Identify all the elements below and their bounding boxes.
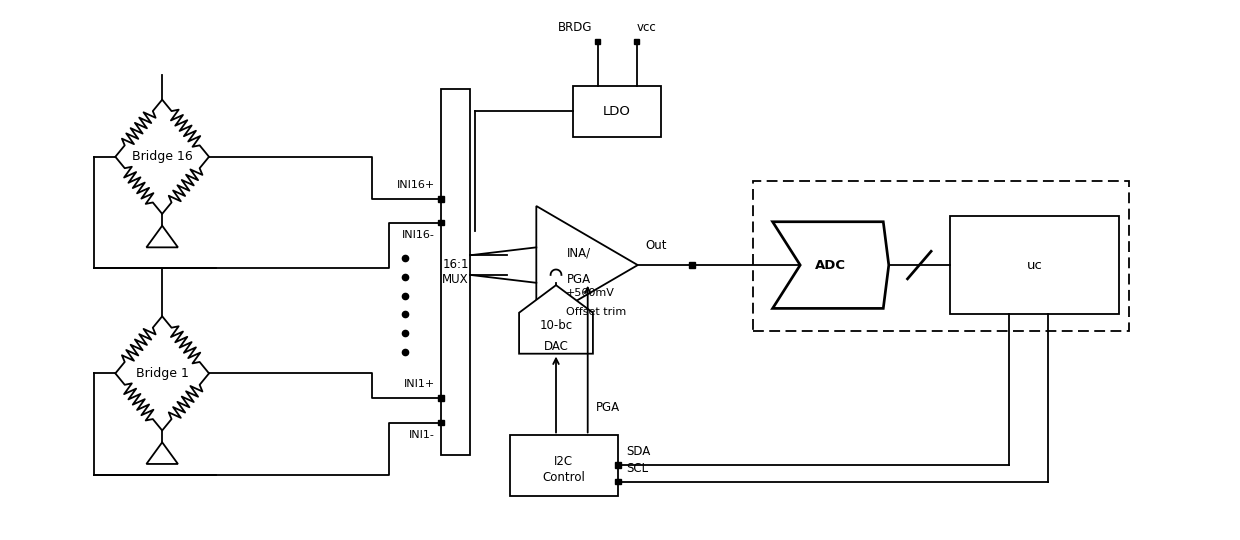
- Bar: [634, 39, 640, 44]
- Text: SCL: SCL: [626, 462, 649, 475]
- Text: SDA: SDA: [626, 445, 650, 458]
- Bar: [753, 181, 1130, 331]
- Text: Out: Out: [646, 239, 667, 252]
- Text: 16:1
MUX: 16:1 MUX: [443, 258, 469, 286]
- Bar: [440, 89, 470, 455]
- Text: BRDG: BRDG: [558, 21, 593, 33]
- Text: Control: Control: [542, 471, 585, 484]
- Text: INI16+: INI16+: [397, 180, 435, 190]
- Bar: [615, 479, 621, 484]
- Text: INI1-: INI1-: [409, 429, 435, 440]
- Text: +560mV: +560mV: [565, 288, 615, 298]
- Bar: [438, 197, 444, 202]
- Text: LDO: LDO: [603, 105, 631, 118]
- Text: PGA: PGA: [595, 401, 620, 414]
- Text: INI16-: INI16-: [402, 230, 435, 240]
- Bar: [438, 220, 444, 225]
- Text: INA/: INA/: [567, 247, 591, 260]
- Text: ADC: ADC: [815, 259, 846, 272]
- Text: uc: uc: [1027, 259, 1043, 272]
- Text: Bridge 16: Bridge 16: [131, 150, 192, 163]
- Polygon shape: [520, 285, 593, 354]
- Text: 10-bc: 10-bc: [539, 319, 573, 332]
- Text: PGA: PGA: [567, 273, 591, 286]
- Text: INI1+: INI1+: [404, 379, 435, 389]
- Polygon shape: [773, 222, 889, 308]
- Bar: [950, 216, 1120, 314]
- Text: Offset trim: Offset trim: [565, 307, 626, 318]
- Bar: [595, 39, 600, 44]
- Polygon shape: [537, 206, 637, 324]
- Bar: [438, 395, 444, 401]
- Bar: [573, 86, 661, 137]
- Bar: [510, 435, 618, 496]
- Bar: [689, 262, 694, 268]
- Bar: [438, 420, 444, 426]
- Text: Bridge 1: Bridge 1: [135, 367, 188, 380]
- Text: I2C: I2C: [554, 455, 573, 468]
- Bar: [615, 462, 621, 468]
- Text: DAC: DAC: [543, 340, 568, 353]
- Text: vcc: vcc: [636, 21, 656, 33]
